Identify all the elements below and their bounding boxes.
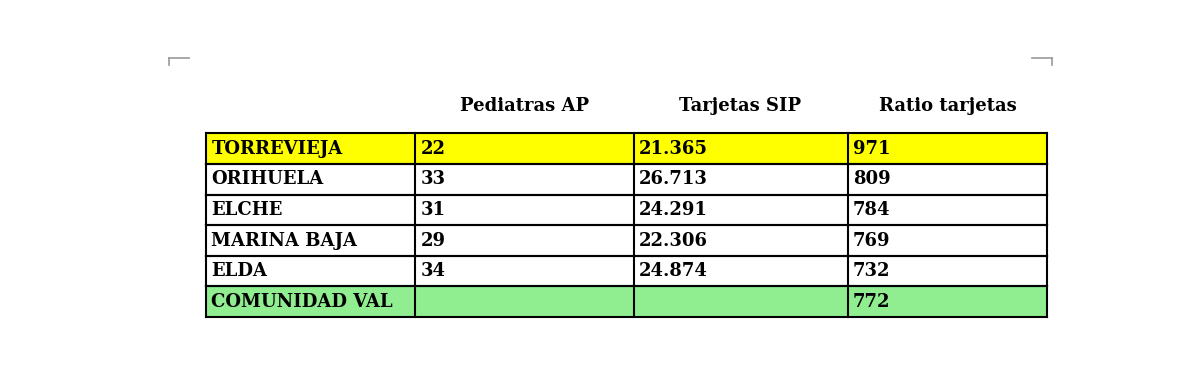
Text: MARINA BAJA: MARINA BAJA [211,231,358,250]
Bar [206,256,1048,286]
Text: 26.713: 26.713 [640,170,708,188]
Text: 22: 22 [421,140,445,158]
Text: Ratio tarjetas: Ratio tarjetas [878,98,1016,116]
Bar [206,195,1048,225]
Text: 809: 809 [853,170,890,188]
Text: 772: 772 [853,293,890,311]
Text: ORIHUELA: ORIHUELA [211,170,324,188]
Bar [206,225,1048,256]
Text: TORREVIEJA: TORREVIEJA [211,140,343,158]
Text: 732: 732 [853,262,890,280]
Text: ELDA: ELDA [211,262,268,280]
Bar [206,164,1048,195]
Text: COMUNIDAD VAL: COMUNIDAD VAL [211,293,394,311]
Text: 21.365: 21.365 [640,140,708,158]
Text: 24.874: 24.874 [640,262,708,280]
Text: Pediatras AP: Pediatras AP [460,98,589,116]
Text: 29: 29 [421,231,445,250]
Text: 31: 31 [421,201,445,219]
Text: 24.291: 24.291 [640,201,708,219]
Text: 34: 34 [421,262,445,280]
Text: Tarjetas SIP: Tarjetas SIP [679,98,802,116]
Bar [206,286,1048,317]
Text: 971: 971 [853,140,890,158]
Bar [206,134,1048,164]
Text: 33: 33 [421,170,445,188]
Text: 769: 769 [853,231,890,250]
Text: ELCHE: ELCHE [211,201,283,219]
Text: 22.306: 22.306 [640,231,708,250]
Text: 784: 784 [853,201,890,219]
